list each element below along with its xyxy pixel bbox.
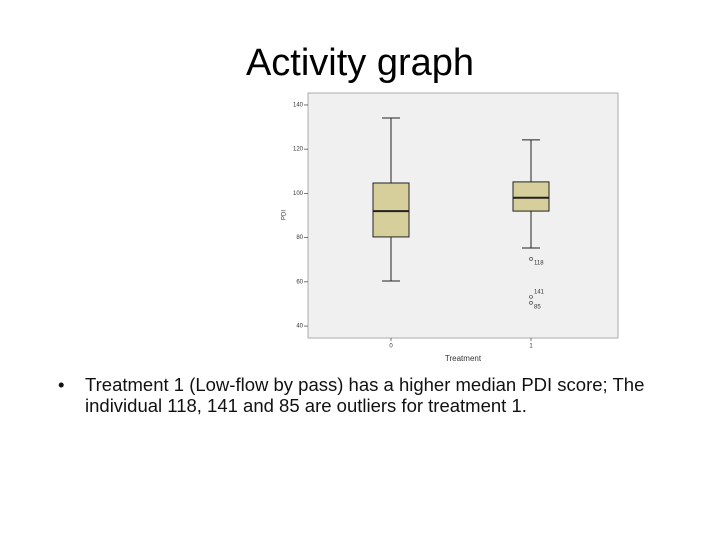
outlier (529, 301, 533, 305)
chart: PDI Treatment 40 60 80 100 120 140 0 1 118 141 85 (281, 92, 619, 364)
x-tick-label: 0 (389, 344, 393, 350)
y-tick-label: 40 (296, 324, 303, 330)
bullet-dot: • (58, 374, 65, 395)
outlier-label: 141 (534, 289, 545, 295)
slide-title: Activity graph (245, 42, 475, 84)
x-tick-label: 1 (529, 344, 533, 350)
x-axis-title: Treatment (445, 354, 482, 363)
box (512, 181, 550, 212)
outlier-label: 118 (534, 260, 544, 266)
outlier-label: 85 (534, 304, 541, 310)
y-tick-label: 80 (296, 235, 303, 241)
bullet: • Treatment 1 (Low-flow by pass) has a hi… (58, 374, 645, 416)
y-tick-label: 60 (296, 279, 303, 285)
box (372, 182, 410, 238)
plot-area (307, 92, 619, 339)
bullet-text: Treatment 1 (Low-flow by pass) has a hig… (85, 374, 645, 416)
outlier (529, 295, 533, 299)
y-axis-title: PDI (282, 210, 288, 220)
outlier (529, 257, 533, 261)
y-tick-label: 120 (293, 147, 304, 153)
y-tick-label: 140 (293, 103, 304, 109)
y-tick-label: 100 (293, 191, 304, 197)
